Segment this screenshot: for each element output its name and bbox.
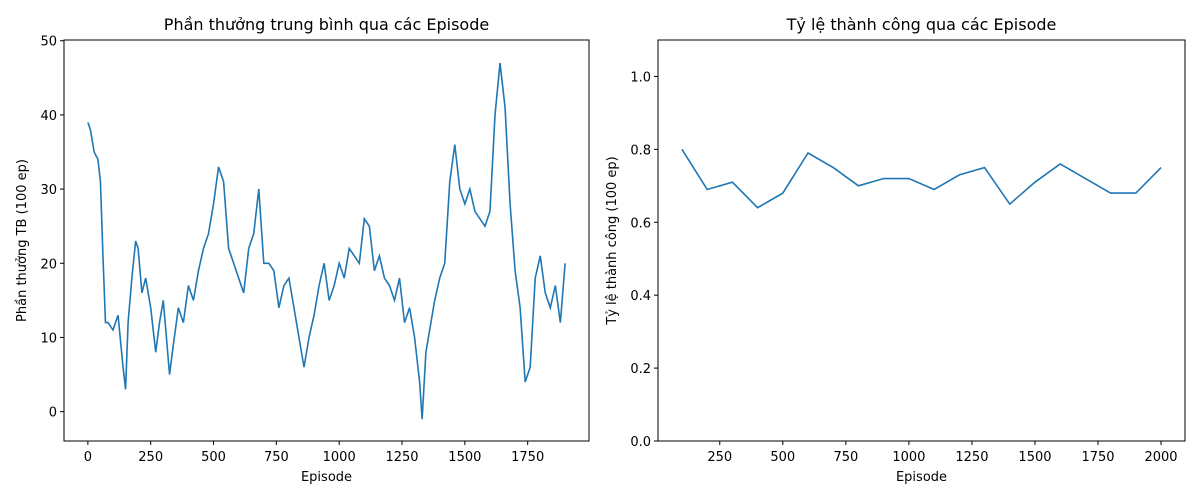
- x-tick-label: 1000: [892, 450, 925, 465]
- y-tick-label: 0: [49, 406, 57, 421]
- y-tick-label: 0.4: [630, 289, 651, 304]
- y-tick-label: 40: [40, 109, 57, 124]
- x-axis-label: Episode: [896, 470, 947, 485]
- y-axis-label: Phần thưởng TB (100 ep): [15, 159, 30, 322]
- x-tick-label: 1250: [955, 450, 988, 465]
- x-tick-label: 500: [770, 450, 795, 465]
- x-tick-label: 250: [138, 450, 163, 465]
- y-tick-label: 0.6: [630, 216, 651, 231]
- x-tick-label: 750: [264, 450, 289, 465]
- x-tick-label: 1250: [385, 450, 418, 465]
- x-tick-label: 1750: [1081, 450, 1114, 465]
- x-tick-label: 1500: [448, 450, 481, 465]
- x-tick-label: 1750: [511, 450, 544, 465]
- y-tick-label: 0.8: [630, 143, 651, 158]
- plot-frame: [657, 39, 1186, 442]
- x-tick-label: 1500: [1018, 450, 1051, 465]
- y-tick-label: 50: [40, 35, 57, 50]
- x-axis-label: Episode: [301, 470, 352, 485]
- y-tick-label: 10: [40, 331, 57, 346]
- y-tick-label: 0.0: [630, 435, 651, 450]
- chart-title: Tỷ lệ thành công qua các Episode: [786, 15, 1057, 34]
- x-tick-label: 250: [707, 450, 732, 465]
- y-tick-label: 0.2: [630, 362, 651, 377]
- x-tick-label: 500: [201, 450, 226, 465]
- y-tick-label: 1.0: [630, 70, 651, 85]
- chart-title: Phần thưởng trung bình qua các Episode: [164, 15, 489, 34]
- data-line: [87, 62, 566, 420]
- y-tick-label: 30: [40, 183, 57, 198]
- y-axis-label: Tỷ lệ thành công (100 ep): [605, 156, 620, 326]
- data-line: [681, 148, 1162, 209]
- x-tick-label: 0: [84, 450, 92, 465]
- x-tick-label: 750: [833, 450, 858, 465]
- x-tick-label: 1000: [323, 450, 356, 465]
- y-tick-label: 20: [40, 257, 57, 272]
- plot-frame: [63, 39, 590, 442]
- x-tick-label: 2000: [1144, 450, 1177, 465]
